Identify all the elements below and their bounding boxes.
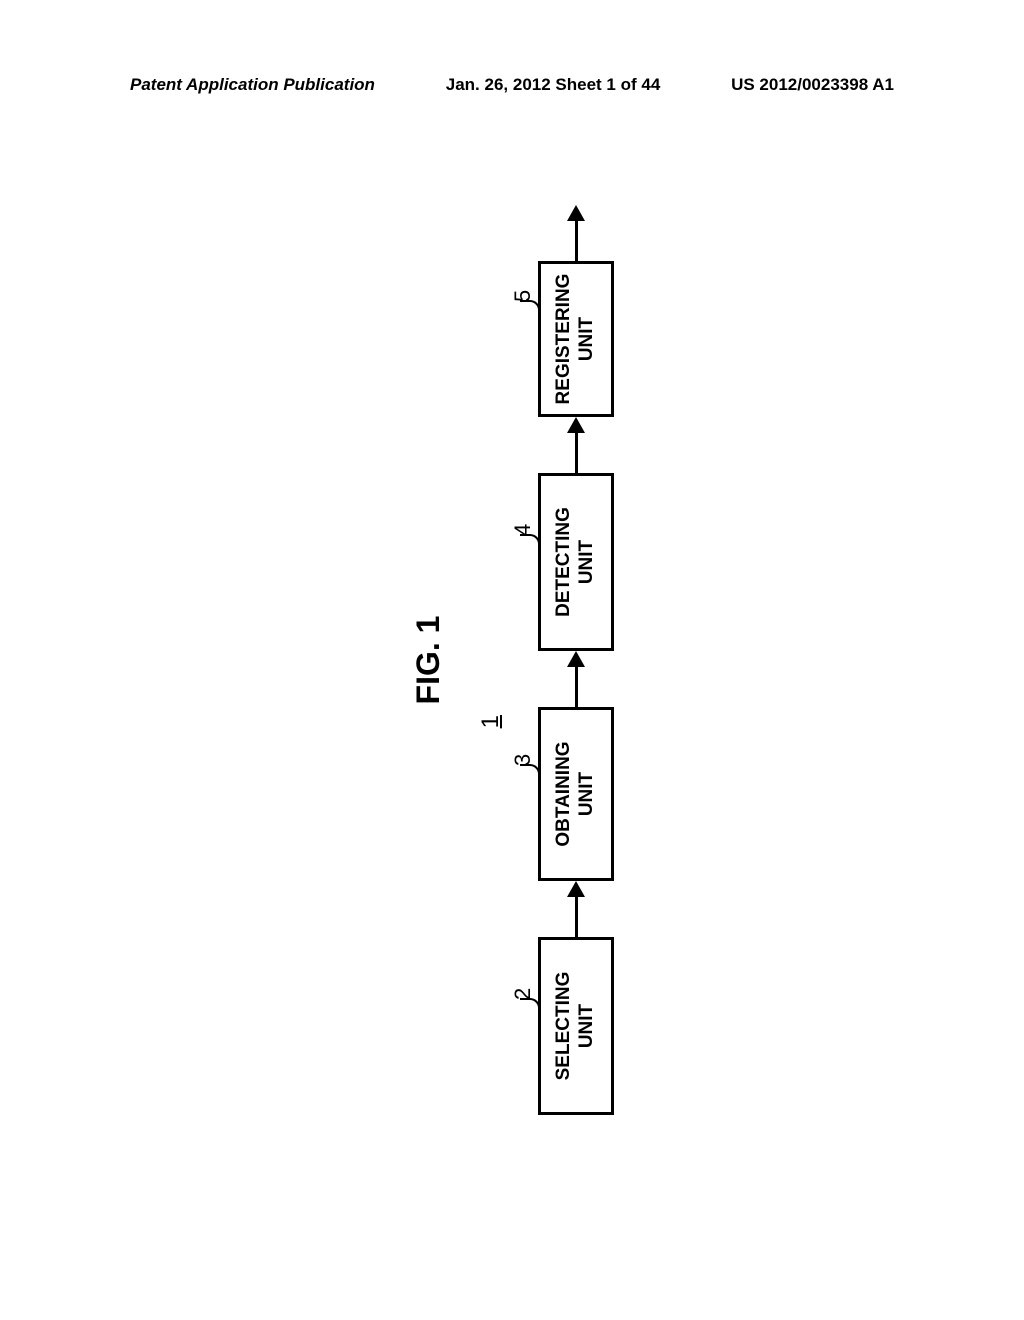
block-wrapper: 4 DETECTING UNIT (510, 473, 614, 651)
arrow-line (575, 221, 578, 261)
arrow-icon (567, 881, 585, 937)
flowchart: 2 SELECTING UNIT 3 OBTAINING UNIT 4 DETE… (510, 205, 614, 1115)
arrow-head-icon (567, 651, 585, 667)
block-detecting-unit: DETECTING UNIT (538, 473, 614, 651)
block-label: 5 (510, 290, 536, 417)
block-wrapper: 3 OBTAINING UNIT (510, 707, 614, 881)
block-wrapper: 5 REGISTERINGUNIT (510, 261, 614, 417)
header-publication: Patent Application Publication (130, 75, 375, 95)
block-registering-unit: REGISTERINGUNIT (538, 261, 614, 417)
figure-container: FIG. 1 1 2 SELECTING UNIT 3 OBTAINING UN… (410, 205, 614, 1115)
arrow-head-icon (567, 417, 585, 433)
arrow-line (575, 897, 578, 937)
arrow-line (575, 433, 578, 473)
system-label: 1 (477, 205, 505, 1115)
block-wrapper: 2 SELECTING UNIT (510, 937, 614, 1115)
arrow-icon (567, 417, 585, 473)
arrow-head-icon (567, 881, 585, 897)
figure-label: FIG. 1 (410, 205, 447, 1115)
page-header: Patent Application Publication Jan. 26, … (0, 75, 1024, 95)
arrow-icon (567, 651, 585, 707)
block-label: 3 (510, 754, 536, 881)
header-date-sheet: Jan. 26, 2012 Sheet 1 of 44 (446, 75, 661, 95)
block-label: 2 (510, 988, 536, 1115)
block-obtaining-unit: OBTAINING UNIT (538, 707, 614, 881)
arrow-line (575, 667, 578, 707)
header-patent-number: US 2012/0023398 A1 (731, 75, 894, 95)
block-label: 4 (510, 524, 536, 651)
arrow-icon (567, 205, 585, 261)
block-selecting-unit: SELECTING UNIT (538, 937, 614, 1115)
arrow-head-icon (567, 205, 585, 221)
